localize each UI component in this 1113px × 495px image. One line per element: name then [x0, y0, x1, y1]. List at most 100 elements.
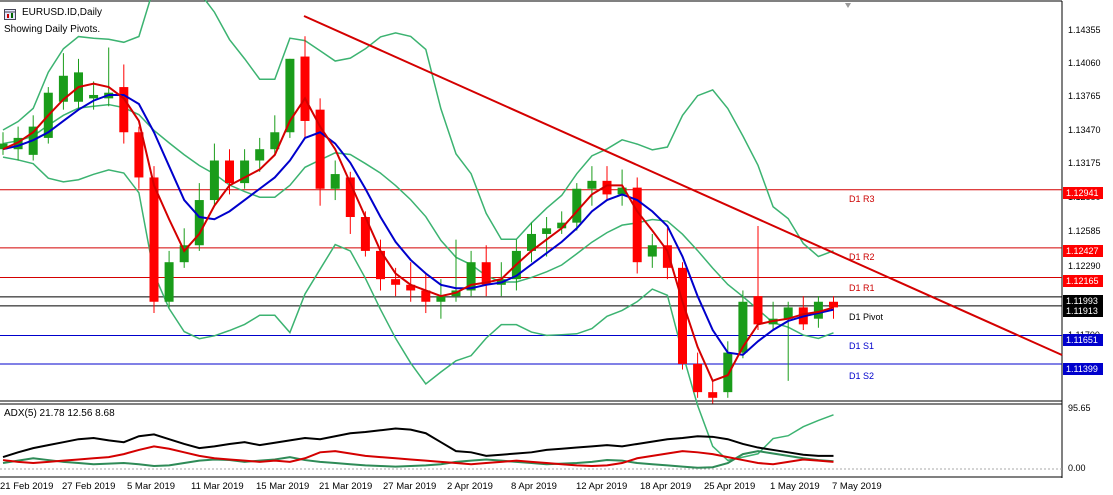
price-tick: 1.14355 — [1068, 25, 1101, 35]
bollinger-lower — [2, 156, 834, 462]
date-tick: 27 Feb 2019 — [62, 481, 116, 492]
candle-body — [632, 187, 642, 263]
candle-body — [0, 143, 8, 150]
candle-body — [406, 284, 416, 291]
candle-body — [391, 279, 401, 285]
candle-body — [360, 217, 370, 251]
candle-body — [572, 188, 582, 223]
date-tick: 21 Mar 2019 — [319, 481, 373, 492]
candle-body — [270, 132, 280, 150]
date-tick: 1 May 2019 — [770, 481, 820, 492]
candle-body — [89, 94, 99, 99]
price-tick: 1.13765 — [1068, 91, 1101, 101]
candle-body — [240, 160, 250, 184]
ma-slow-line — [2, 93, 834, 356]
candle-body — [194, 200, 204, 246]
price-tick: 1.14060 — [1068, 58, 1101, 68]
date-tick: 27 Mar 2019 — [383, 481, 437, 492]
candle-body — [13, 137, 23, 150]
chart-window-icon — [4, 7, 16, 20]
candle-body — [647, 245, 657, 257]
s1-price-tag: 1.11651 — [1063, 334, 1103, 346]
r3-label: D1 R3 — [849, 194, 875, 204]
candle-body — [708, 392, 718, 398]
moving-averages — [2, 82, 834, 383]
candle-body — [662, 245, 672, 268]
shift-marker-icon — [845, 3, 851, 8]
candle-body — [587, 180, 597, 189]
s2-price-tag: 1.11399 — [1063, 363, 1103, 375]
price-tick: 1.12585 — [1068, 226, 1101, 236]
pivot-lines — [0, 189, 1062, 365]
adx-minus-di-line — [2, 445, 834, 468]
bollinger-upper — [2, 0, 834, 258]
candle-body — [179, 245, 189, 263]
candle-body — [330, 174, 340, 189]
candle-body — [421, 290, 431, 302]
candle-body — [542, 228, 552, 234]
trendline[interactable] — [303, 15, 1063, 356]
adx-main-line — [2, 427, 834, 459]
price-tick: 1.13470 — [1068, 125, 1101, 135]
ma-fast-line — [2, 82, 834, 383]
date-tick: 25 Apr 2019 — [704, 481, 756, 492]
pivot-label: D1 Pivot — [849, 312, 884, 322]
candle-body — [602, 180, 612, 195]
r3-price-tag: 1.12941 — [1063, 187, 1103, 199]
date-tick: 15 Mar 2019 — [256, 481, 310, 492]
current-price-tag: 1.11993 — [1063, 295, 1103, 307]
candle-body — [753, 296, 763, 325]
candle-body — [300, 56, 310, 121]
price-tick: 1.13175 — [1068, 158, 1101, 168]
candle-body — [119, 87, 129, 133]
candle-body — [164, 262, 174, 302]
date-tick: 12 Apr 2019 — [576, 481, 628, 492]
candle-body — [255, 149, 265, 161]
candle-body — [813, 301, 823, 319]
bollinger-middle — [2, 103, 834, 340]
candle-body — [723, 352, 733, 393]
candle-body — [225, 160, 234, 184]
adx-scale-bottom: 0.00 — [1068, 463, 1086, 473]
candle-body — [557, 222, 567, 229]
adx-plus-di-line — [2, 450, 834, 469]
adx-label: ADX(5) 21.78 12.56 8.68 — [4, 408, 115, 419]
candle-body — [285, 58, 295, 133]
date-tick: 21 Feb 2019 — [0, 481, 54, 492]
candle-body — [149, 177, 159, 302]
pivot-price-tag: 1.11913 — [1063, 305, 1103, 317]
s2-label: D1 S2 — [849, 371, 875, 381]
candle-body — [829, 301, 838, 308]
candle-body — [315, 109, 325, 189]
candle-body — [58, 75, 68, 102]
candle-body — [134, 132, 144, 178]
candle-body — [436, 296, 446, 302]
candle-body — [738, 301, 748, 353]
date-tick: 7 May 2019 — [832, 481, 882, 492]
candle-body — [527, 233, 536, 251]
r1-price-tag: 1.12165 — [1063, 275, 1103, 287]
adx-lines — [2, 427, 834, 469]
date-tick: 2 Apr 2019 — [447, 481, 493, 492]
date-tick: 18 Apr 2019 — [640, 481, 692, 492]
candle-body — [209, 160, 219, 201]
date-tick: 11 Mar 2019 — [191, 481, 244, 492]
bollinger-bands — [2, 0, 834, 462]
candle-body — [678, 267, 687, 364]
candle-body — [345, 177, 355, 218]
symbol-title: EURUSD.ID,Daily — [22, 7, 103, 18]
date-tick: 8 Apr 2019 — [511, 481, 557, 492]
pivot-note: Showing Daily Pivots. — [4, 24, 101, 35]
date-tick: 5 Mar 2019 — [127, 481, 176, 492]
candle-body — [481, 262, 491, 285]
candle-body — [617, 187, 627, 195]
candle-body — [376, 250, 385, 280]
adx-scale-top: 95.65 — [1068, 403, 1091, 413]
candle-body — [783, 307, 793, 319]
candle-body — [466, 262, 476, 291]
r2-label: D1 R2 — [849, 252, 875, 262]
s1-label: D1 S1 — [849, 341, 875, 351]
price-tick: 1.12290 — [1068, 261, 1101, 271]
candle-body — [693, 363, 703, 393]
